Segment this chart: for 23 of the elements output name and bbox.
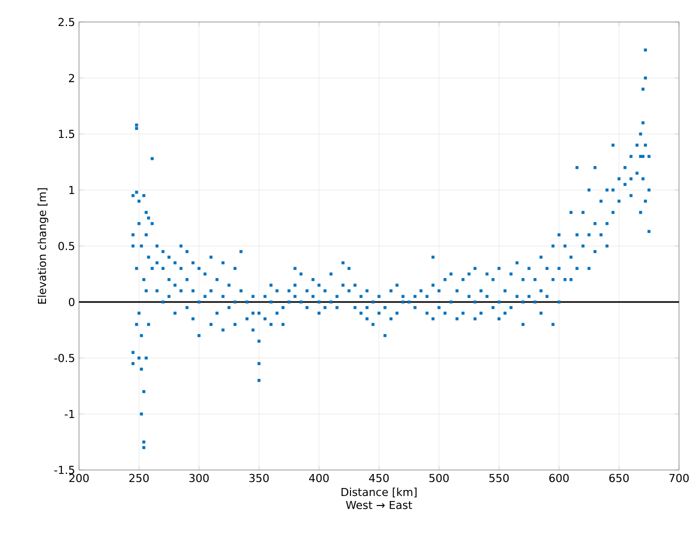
x-tick-label: 350 bbox=[249, 474, 269, 482]
y-tick-label: -1 bbox=[64, 410, 74, 418]
x-tick-label: 400 bbox=[309, 474, 329, 482]
x-tick-label: 250 bbox=[129, 474, 149, 482]
x-tick-label: 450 bbox=[369, 474, 389, 482]
x-tick-label: 650 bbox=[609, 474, 629, 482]
y-tick-label: 1 bbox=[69, 186, 74, 194]
y-tick-label: 1.5 bbox=[58, 130, 74, 138]
y-tick-label: -1.5 bbox=[54, 466, 74, 474]
y-tick-label: 0.5 bbox=[58, 242, 74, 250]
x-tick-label: 200 bbox=[69, 474, 89, 482]
y-tick-label: 2 bbox=[68, 74, 74, 82]
text: West → East bbox=[346, 500, 412, 510]
y-tick-label: 2.5 bbox=[58, 18, 74, 26]
x-tick-label: 300 bbox=[189, 474, 209, 482]
y-axis-title: Elevation change [m] bbox=[38, 188, 48, 304]
x-tick-label: 500 bbox=[429, 474, 449, 482]
x-axis-title: Distance [km] bbox=[342, 488, 417, 498]
y-tick-label: 0 bbox=[68, 298, 74, 306]
y-tick-label: -0.5 bbox=[54, 354, 74, 362]
x-tick-label: 550 bbox=[489, 474, 509, 482]
x-tick-label: 700 bbox=[669, 474, 689, 482]
x-tick-label: 600 bbox=[549, 474, 569, 482]
